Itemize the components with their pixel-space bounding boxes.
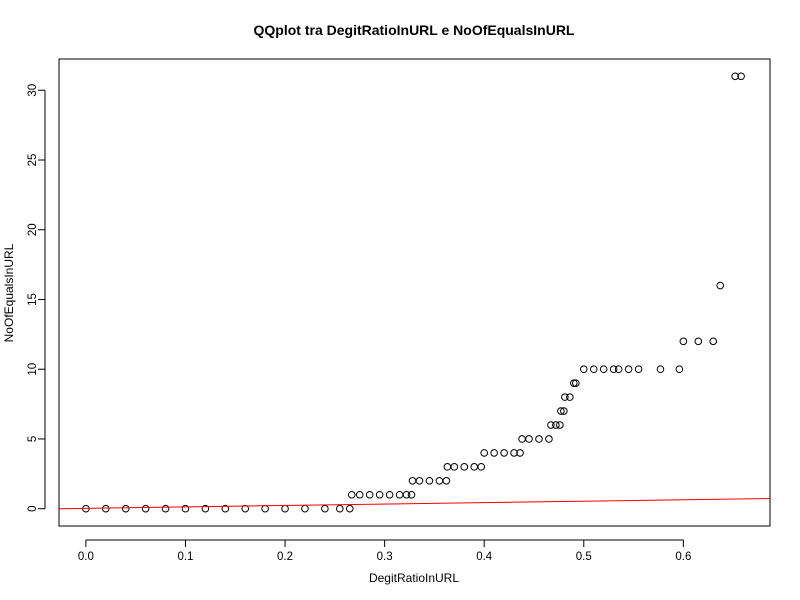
- x-tick-label: 0.6: [675, 551, 691, 563]
- data-point: [490, 449, 498, 457]
- data-point: [579, 365, 588, 374]
- x-tick-label: 0.0: [78, 551, 94, 563]
- x-tick-label: 0.5: [576, 551, 592, 563]
- data-point: [121, 504, 130, 513]
- data-point: [570, 379, 578, 387]
- x-tick-label: 0.1: [177, 551, 193, 563]
- data-point: [477, 463, 486, 471]
- y-tick-label: 20: [27, 223, 39, 236]
- data-point: [599, 365, 608, 374]
- data-point: [525, 435, 533, 443]
- x-axis: 0.0 0.1 0.2 0.3 0.4 0.5 0.6: [78, 539, 691, 563]
- data-point: [656, 365, 665, 374]
- data-point: [141, 504, 150, 513]
- data-point: [561, 393, 569, 401]
- data-point: [716, 281, 725, 290]
- data-point: [731, 72, 739, 81]
- data-point: [347, 490, 356, 499]
- data-point: [535, 435, 543, 443]
- data-point: [589, 365, 598, 374]
- data-point: [480, 449, 489, 457]
- y-tick-label: 10: [27, 363, 39, 376]
- data-point: [355, 490, 364, 499]
- data-point: [450, 463, 459, 471]
- y-tick-label: 0: [27, 506, 39, 512]
- data-point: [545, 435, 553, 443]
- data-point: [694, 337, 703, 346]
- x-axis-label: DegitRatioInURL: [369, 571, 459, 585]
- data-point: [442, 477, 451, 485]
- reference-lines: [58, 498, 771, 510]
- data-point: [425, 477, 434, 485]
- data-point: [415, 477, 424, 485]
- data-point: [609, 365, 618, 374]
- data-point: [402, 490, 411, 499]
- reference-line: [58, 498, 771, 510]
- data-point: [161, 504, 170, 513]
- data-point: [407, 490, 416, 499]
- data-point: [375, 490, 384, 499]
- x-tick-label: 0.2: [277, 551, 293, 563]
- data-point: [552, 421, 560, 429]
- data-point: [241, 504, 250, 513]
- data-point: [500, 449, 508, 457]
- data-point: [385, 490, 394, 499]
- chart-title: QQplot tra DegitRatioInURL e NoOfEqualsI…: [254, 22, 575, 38]
- data-point: [201, 504, 210, 513]
- data-point: [675, 365, 684, 374]
- data-point: [336, 504, 344, 513]
- data-point: [102, 504, 110, 513]
- data-point: [321, 504, 329, 513]
- y-tick-label: 5: [27, 436, 39, 442]
- data-point: [365, 490, 374, 499]
- data-point: [614, 365, 623, 374]
- data-point: [345, 504, 354, 513]
- data-point: [181, 504, 190, 513]
- data-point: [460, 463, 469, 471]
- x-tick-label: 0.3: [377, 551, 393, 563]
- y-axis: 0 5 10 15 20 25 30: [27, 84, 46, 512]
- data-point: [679, 337, 688, 346]
- data-point: [737, 72, 745, 81]
- data-point: [516, 449, 524, 457]
- data-point: [221, 504, 230, 513]
- data-point: [557, 407, 565, 415]
- data-point: [572, 379, 580, 387]
- data-point: [560, 407, 568, 415]
- data-point: [624, 365, 633, 374]
- y-tick-label: 15: [27, 293, 39, 306]
- data-point: [566, 393, 574, 401]
- data-point: [510, 449, 518, 457]
- data-point: [547, 421, 555, 429]
- y-tick-label: 25: [27, 154, 39, 167]
- plot-frame: [58, 58, 771, 527]
- y-tick-label: 30: [27, 84, 39, 97]
- x-tick-label: 0.4: [476, 551, 493, 563]
- data-point: [556, 421, 564, 429]
- data-point: [634, 365, 643, 374]
- data-point: [709, 337, 718, 346]
- y-axis-label: NoOfEqualsInURL: [2, 243, 16, 342]
- scatter-points: [82, 72, 745, 513]
